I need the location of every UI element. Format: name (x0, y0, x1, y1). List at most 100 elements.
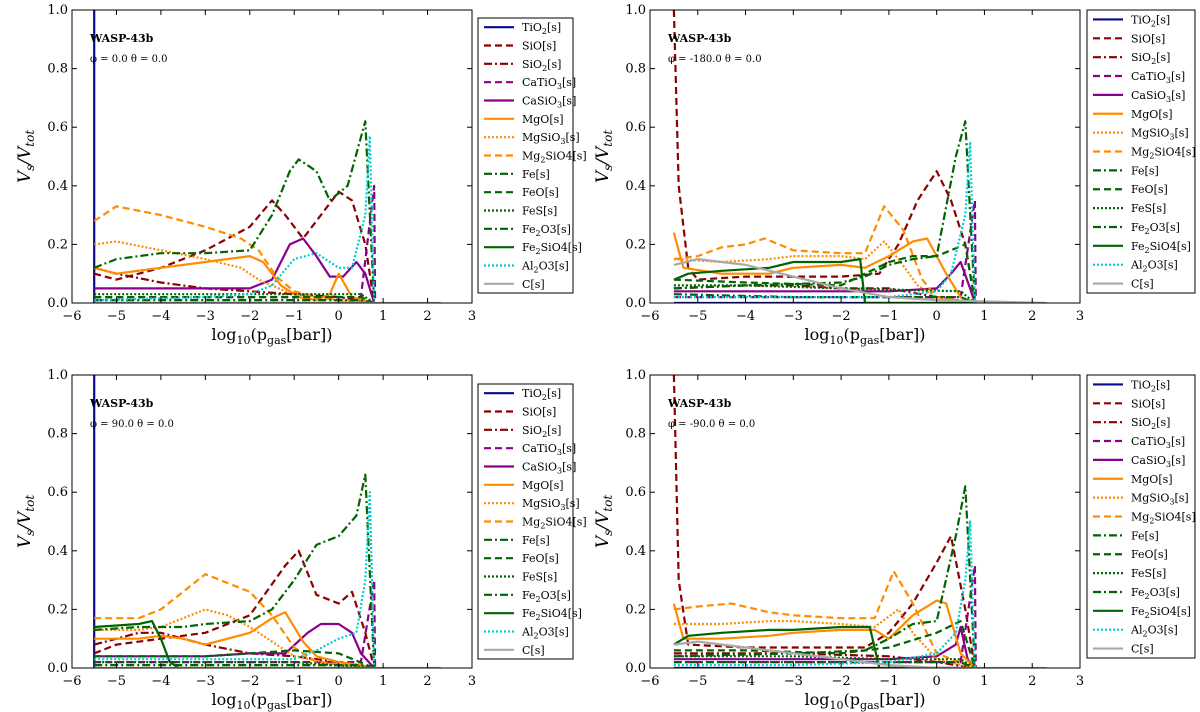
legend-label: SiO[s] (522, 406, 556, 419)
panel-title: WASP-43b (667, 32, 732, 45)
y-tick-label: 0.8 (625, 427, 646, 442)
legend-label: Fe2SiO4[s] (522, 607, 582, 622)
y-axis-label: Vs/Vtot (15, 130, 37, 184)
x-tick-label: 2 (423, 674, 431, 689)
legend-label: C[s] (522, 278, 545, 291)
y-tick-label: 1.0 (625, 3, 646, 18)
x-tick-label: −5 (688, 309, 707, 324)
y-tick-label: 1.0 (47, 3, 68, 18)
series-line-fess (94, 293, 375, 303)
axes-frame (649, 374, 1081, 669)
x-tick-label: 2 (423, 309, 431, 324)
y-tick-label: 1.0 (625, 368, 646, 383)
legend: TiO2[s] SiO[s] SiO2[s] CaTiO3[s] CaSiO3[s] Mg… (1086, 374, 1196, 659)
legend-label: Fe2O3[s] (522, 223, 571, 238)
x-tick-label: −3 (196, 674, 215, 689)
series-line-catio3s (673, 564, 977, 668)
legend-label: CaSiO3[s] (1131, 89, 1185, 104)
x-axis-label: log10(pgas[bar]) (805, 325, 926, 347)
legend-label: CaTiO3[s] (1131, 70, 1185, 85)
series-line-fess (673, 284, 976, 303)
series-line-mg2sio4s (93, 205, 375, 303)
y-tick-label: 0.2 (625, 237, 646, 252)
series-group (672, 10, 1047, 303)
y-tick-label: 0.8 (625, 62, 646, 77)
x-tick-label: −1 (285, 674, 304, 689)
series-line-catio3s (673, 199, 977, 303)
y-tick-label: 0.0 (47, 296, 68, 311)
legend-label: CaSiO3[s] (522, 461, 576, 476)
panel-subtitle: φ = 90.0 θ = 0.0 (90, 419, 174, 430)
series-line-feos (673, 243, 976, 303)
legend-label: MgSiO3[s] (1131, 492, 1189, 507)
x-tick-label: −4 (736, 674, 755, 689)
legend-label: Mg2SiO4[s] (522, 150, 587, 165)
legend-label: Fe2SiO4[s] (522, 241, 582, 256)
x-tick-label: 2 (1028, 309, 1036, 324)
series-line-fes (673, 120, 976, 303)
series-line-fess (94, 661, 375, 668)
x-tick-label: −2 (240, 674, 259, 689)
legend-label: Fe2SiO4[s] (1131, 240, 1191, 255)
series-line-mgos (94, 611, 375, 668)
legend: TiO2[s] SiO[s] SiO2[s] CaTiO3[s] CaSiO3[s] Mg… (477, 383, 587, 660)
x-tick-label: −6 (62, 309, 81, 324)
series-line-fe2sio4s (94, 620, 375, 668)
legend-label: TiO2[s] (522, 387, 561, 402)
series-line-casio3s (94, 237, 376, 303)
x-tick-label: −6 (640, 674, 659, 689)
x-tick-label: 0 (335, 309, 343, 324)
y-tick-label: 0.4 (47, 179, 68, 194)
legend-label: MgSiO3[s] (522, 497, 580, 512)
legend-label: FeS[s] (1131, 567, 1166, 580)
legend-label: MgO[s] (522, 113, 564, 126)
legend-label: Fe2O3[s] (1131, 221, 1180, 236)
series-line-fes (673, 485, 976, 668)
series-line-fes (93, 120, 376, 303)
x-axis-label: log10(pgas[bar]) (212, 325, 333, 347)
legend-label: SiO2[s] (1131, 51, 1170, 66)
x-axis-label: log10(pgas[bar]) (212, 690, 333, 712)
y-tick-label: 0.2 (47, 602, 68, 617)
panel-3: −6 −5 −4 −3 −2 −1 0 1 2 3 0.0 0.2 0.4 0.6 0.8 1.0 log10(… (15, 368, 587, 712)
series-line-sio2s (673, 652, 976, 668)
legend-label: Fe2O3[s] (1131, 586, 1180, 601)
series-line-sio2s (93, 266, 375, 303)
legend-label: TiO2[s] (1131, 13, 1170, 28)
legend-label: MgO[s] (1131, 108, 1173, 121)
legend-label: Mg2SiO4[s] (1131, 146, 1196, 161)
legend-label: SiO2[s] (522, 424, 561, 439)
series-group (93, 10, 441, 303)
legend-label: SiO2[s] (522, 58, 561, 73)
series-line-fes (94, 473, 376, 668)
series-line-sios (672, 375, 976, 668)
x-tick-label: −2 (832, 309, 851, 324)
axes-frame (71, 374, 473, 669)
series-line-fe2o3s (94, 299, 375, 303)
legend-label: CaSiO3[s] (522, 95, 576, 110)
x-tick-label: −4 (736, 309, 755, 324)
y-tick-label: 0.6 (47, 485, 68, 500)
legend-label: Fe2O3[s] (522, 589, 571, 604)
y-tick-label: 0.6 (625, 120, 646, 135)
legend-label: SiO[s] (1131, 397, 1165, 410)
panel-title: WASP-43b (89, 32, 154, 45)
y-tick-label: 0.8 (47, 427, 68, 442)
panel-1: −6 −5 −4 −3 −2 −1 0 1 2 3 0.0 0.2 0.4 0.6 0.8 1.0 log10(… (15, 3, 587, 347)
x-tick-label: −5 (107, 674, 126, 689)
series-line-mg2sio4s (673, 205, 976, 303)
legend-label: Al2O3[s] (1130, 624, 1178, 639)
y-axis-label: Vs/Vtot (593, 495, 615, 549)
legend-label: Fe2SiO4[s] (1131, 605, 1191, 620)
legend-label: FeO[s] (522, 552, 559, 565)
y-axis-label: Vs/Vtot (15, 495, 37, 549)
x-tick-label: −4 (151, 309, 170, 324)
axes-frame (71, 9, 473, 304)
y-tick-label: 0.4 (625, 544, 646, 559)
y-tick-label: 0.0 (47, 661, 68, 676)
series-line-mg2sio4s (673, 570, 976, 668)
axes-frame (649, 9, 1081, 304)
y-tick-label: 0.6 (625, 485, 646, 500)
x-tick-label: 3 (1076, 309, 1084, 324)
x-tick-label: 1 (379, 309, 387, 324)
